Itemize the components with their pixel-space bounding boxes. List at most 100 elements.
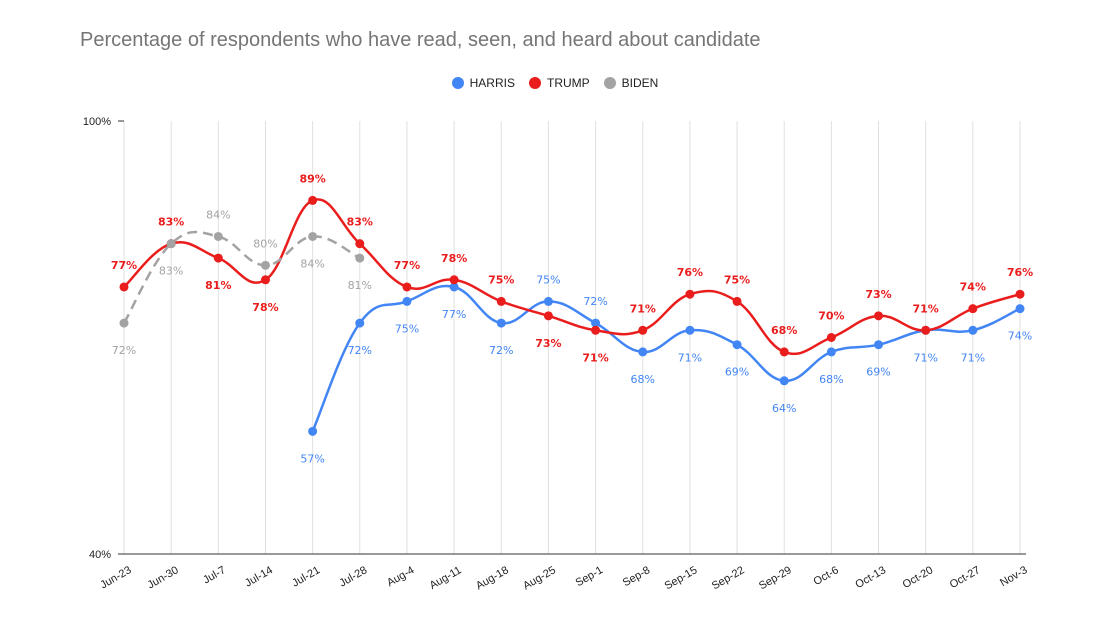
data-label-harris: 71%: [913, 351, 937, 364]
x-tick-label: Jun-30: [146, 564, 181, 591]
legend-item-harris[interactable]: HARRIS: [451, 76, 515, 90]
data-label-trump: 74%: [960, 281, 986, 294]
x-tick-label: Sep-1: [574, 564, 605, 589]
data-label-harris: 68%: [819, 373, 843, 386]
data-label-harris: 69%: [725, 366, 749, 379]
legend-label: HARRIS: [469, 76, 515, 90]
data-label-harris: 71%: [961, 351, 985, 364]
x-tick-label: Sep-29: [757, 564, 794, 592]
data-point-trump: [308, 195, 318, 205]
data-label-trump: 83%: [347, 216, 373, 229]
x-tick-label: Jul-7: [201, 564, 228, 586]
data-label-trump: 76%: [1007, 266, 1033, 279]
x-tick-label: Aug-18: [474, 564, 511, 592]
data-point-trump: [355, 239, 365, 249]
data-point-harris: [732, 340, 742, 350]
data-point-trump: [119, 282, 129, 292]
data-label-trump: 77%: [394, 259, 420, 272]
data-point-harris: [308, 426, 318, 436]
data-label-harris: 71%: [678, 351, 702, 364]
data-point-harris: [779, 376, 789, 386]
series-line-trump: [123, 198, 1021, 355]
data-point-trump: [874, 311, 884, 321]
data-label-trump: 75%: [724, 273, 750, 286]
x-tick-label: Jul-14: [243, 564, 275, 589]
x-tick-label: Jul-28: [337, 564, 369, 589]
data-label-trump: 76%: [677, 266, 703, 279]
data-point-harris: [543, 296, 553, 306]
data-point-harris: [355, 318, 365, 328]
data-point-harris: [638, 347, 648, 357]
data-label-harris: 77%: [442, 308, 466, 321]
data-label-biden: 84%: [206, 208, 230, 221]
data-label-biden: 83%: [159, 265, 183, 278]
data-label-trump: 68%: [771, 324, 797, 337]
legend-swatch: [528, 77, 541, 89]
data-label-trump: 89%: [299, 172, 325, 185]
data-label-trump: 83%: [158, 216, 184, 229]
data-point-biden: [308, 231, 318, 241]
data-label-biden: 80%: [253, 237, 277, 250]
data-point-harris: [449, 282, 459, 292]
data-point-trump: [921, 325, 931, 335]
data-point-biden: [260, 260, 270, 270]
x-tick-label: Sep-22: [710, 564, 747, 592]
x-tick-label: Oct-20: [901, 564, 936, 591]
data-point-harris: [968, 325, 978, 335]
data-label-trump: 71%: [582, 351, 608, 364]
data-label-harris: 69%: [866, 366, 890, 379]
x-tick-label: Jun-23: [98, 564, 133, 591]
x-tick-label: Jul-21: [290, 564, 322, 589]
data-point-trump: [826, 333, 836, 342]
x-tick-label: Aug-4: [385, 564, 416, 589]
data-label-harris: 64%: [772, 402, 796, 415]
data-label-harris: 57%: [300, 452, 324, 465]
data-label-harris: 74%: [1008, 330, 1032, 343]
data-point-trump: [260, 275, 270, 285]
y-tick-label: 100%: [83, 116, 111, 128]
legend-item-trump[interactable]: TRUMP: [528, 76, 590, 90]
data-label-harris: 72%: [348, 344, 372, 357]
data-point-trump: [779, 347, 789, 357]
data-point-biden: [213, 231, 223, 241]
data-label-harris: 72%: [489, 344, 513, 357]
y-tick-label: 40%: [89, 549, 111, 561]
data-point-trump: [402, 282, 412, 292]
x-tick-label: Aug-25: [521, 564, 558, 592]
x-tick-label: Oct-13: [853, 564, 888, 591]
x-tick-label: Sep-15: [663, 564, 700, 592]
x-tick-label: Oct-6: [812, 564, 841, 588]
legend-item-biden[interactable]: BIDEN: [603, 76, 659, 90]
x-tick-label: Nov-3: [998, 564, 1029, 589]
x-tick-label: Oct-27: [948, 564, 983, 591]
data-label-harris: 72%: [583, 295, 607, 308]
legend: HARRIS TRUMP BIDEN: [0, 76, 1110, 90]
data-label-trump: 78%: [441, 252, 467, 265]
data-point-trump: [449, 275, 459, 285]
data-label-biden: 81%: [348, 279, 372, 292]
data-label-harris: 68%: [631, 373, 655, 386]
data-label-trump: 70%: [818, 310, 844, 323]
data-point-harris: [591, 318, 601, 328]
data-label-biden: 72%: [112, 344, 136, 357]
data-point-trump: [685, 289, 695, 299]
data-label-trump: 73%: [535, 337, 561, 350]
data-label-harris: 75%: [395, 322, 419, 335]
data-point-harris: [1015, 304, 1025, 314]
x-tick-label: Sep-8: [621, 564, 652, 589]
legend-swatch: [451, 77, 464, 89]
data-label-trump: 71%: [913, 302, 939, 315]
legend-swatch: [603, 77, 616, 89]
data-point-trump: [638, 325, 648, 335]
data-point-trump: [968, 304, 978, 314]
data-point-trump: [732, 296, 742, 306]
data-label-trump: 78%: [252, 301, 278, 314]
data-label-trump: 71%: [630, 302, 656, 315]
legend-label: BIDEN: [621, 76, 659, 90]
data-point-harris: [402, 296, 412, 306]
data-point-harris: [826, 347, 836, 357]
data-label-biden: 84%: [300, 257, 324, 270]
data-label-trump: 81%: [205, 279, 231, 292]
data-point-trump: [591, 325, 601, 335]
